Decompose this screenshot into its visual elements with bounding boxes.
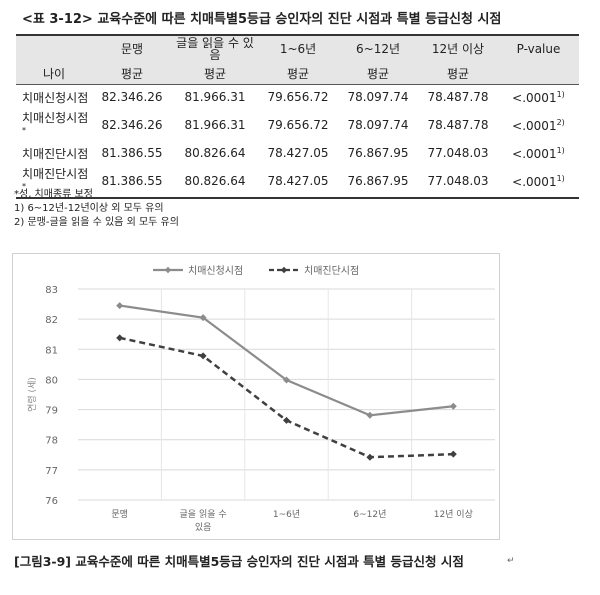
data-point xyxy=(283,416,290,424)
column-header: 12년 이상 xyxy=(418,35,498,62)
table-row: 치매신청시점* 82.346.26 81.966.31 79.656.72 78… xyxy=(16,109,579,141)
column-header: 문맹 xyxy=(92,35,172,62)
legend-label: 치매진단시점 xyxy=(304,265,359,277)
table-cell: 78.427.05 xyxy=(267,146,329,160)
table-cell: 80.826.64 xyxy=(184,146,246,160)
x-tick-label: 1~6년 xyxy=(273,509,300,520)
x-tick-label: 12년 이상 xyxy=(434,509,473,520)
paragraph-mark: ↵ xyxy=(507,556,515,566)
data-point xyxy=(199,352,207,360)
legend-marker xyxy=(164,266,172,274)
sub-header: 평균 xyxy=(92,62,172,85)
column-header: 1~6년 xyxy=(258,35,338,62)
column-header: P-value xyxy=(498,35,579,62)
y-tick-label: 80 xyxy=(45,375,58,386)
row-label: 치매신청시점 xyxy=(22,90,89,105)
table-notes: *성, 치매종류 보정 1) 6~12년-12년이상 외 모두 유의 2) 문맹… xyxy=(14,188,179,230)
table-cell: 78.097.74 xyxy=(347,118,409,132)
table-note: 2) 문맹-글을 읽을 수 있음 외 모두 유의 xyxy=(14,217,179,228)
sub-header: 평균 xyxy=(172,62,258,85)
y-tick-label: 83 xyxy=(45,285,58,296)
table-cell: 77.048.03 xyxy=(427,174,489,188)
row-header-label: 나이 xyxy=(16,62,92,85)
series-line xyxy=(119,304,454,417)
p-value-cell: <.00012) xyxy=(512,117,565,133)
legend-label: 치매신청시점 xyxy=(188,265,243,277)
row-label: 치매신청시점* xyxy=(22,111,89,135)
table-note: 1) 6~12년-12년이상 외 모두 유의 xyxy=(14,203,164,214)
table-cell: 82.346.26 xyxy=(101,90,163,104)
table-cell: 81.386.55 xyxy=(101,146,163,160)
table-cell: 77.048.03 xyxy=(427,146,489,160)
line-chart: 76 77 78 79 80 81 82 83 문맹 글을 읽을 수 있음 1~6년 6~12년 12년 … xyxy=(12,253,500,540)
table-cell: 82.346.26 xyxy=(101,118,163,132)
sub-header: 평균 xyxy=(338,62,418,85)
row-label: 치매진단시점* xyxy=(22,167,89,191)
table-cell: 78.487.78 xyxy=(427,90,489,104)
table-title: <표 3-12> 교육수준에 따른 치매특별5등급 승인자의 진단 시점과 특별… xyxy=(22,12,502,27)
chart-svg: 76 77 78 79 80 81 82 83 문맹 글을 읽을 수 있음 1~6년 6~12년 12년 … xyxy=(26,265,495,533)
sub-header: 평균 xyxy=(258,62,338,85)
data-point xyxy=(283,376,290,384)
table-cell: 80.826.64 xyxy=(184,174,246,188)
figure-caption: [그림3-9] 교육수준에 따른 치매특별5등급 승인자의 진단 시점과 특별 … xyxy=(14,554,464,569)
table-cell: 81.966.31 xyxy=(184,90,246,104)
y-axis-label: 연령 (세) xyxy=(26,377,38,412)
p-value-cell: <.00011) xyxy=(512,145,565,161)
table-row: 치매진단시점* 81.386.55 80.826.64 78.427.05 76… xyxy=(16,165,579,198)
y-tick-label: 76 xyxy=(45,496,58,507)
table-cell: 76.867.95 xyxy=(347,174,409,188)
column-header: 6~12년 xyxy=(338,35,418,62)
x-tick-label: 6~12년 xyxy=(353,509,386,520)
p-value-cell: <.00011) xyxy=(512,89,565,105)
x-tick-label: 글을 읽을 수 있음 xyxy=(180,509,227,533)
y-tick-label: 81 xyxy=(45,345,58,356)
data-point xyxy=(366,453,374,461)
table-row: 치매신청시점 82.346.26 81.966.31 79.656.72 78.… xyxy=(16,85,579,110)
table-cell: 78.097.74 xyxy=(347,90,409,104)
table-cell: 79.656.72 xyxy=(267,118,329,132)
table-cell: 78.487.78 xyxy=(427,118,489,132)
table-subheader-row: 나이 평균 평균 평균 평균 평균 xyxy=(16,62,579,85)
data-point xyxy=(366,411,374,419)
y-tick-label: 77 xyxy=(45,466,58,477)
table-cell: 79.656.72 xyxy=(267,90,329,104)
table-header-row: 문맹 글을 읽을 수 있음 1~6년 6~12년 12년 이상 P-value xyxy=(16,35,579,62)
y-tick-label: 82 xyxy=(45,315,58,326)
legend-marker xyxy=(280,266,288,274)
table-cell: 81.386.55 xyxy=(101,174,163,188)
data-point xyxy=(199,314,207,322)
row-label: 치매진단시점 xyxy=(22,146,89,161)
sub-header: 평균 xyxy=(418,62,498,85)
table-note: *성, 치매종류 보정 xyxy=(14,189,93,200)
table-cell: 81.966.31 xyxy=(184,118,246,132)
column-header: 글을 읽을 수 있음 xyxy=(172,35,258,62)
data-point xyxy=(116,302,124,310)
data-point xyxy=(449,450,457,458)
data-point xyxy=(449,402,457,410)
table-cell: 78.427.05 xyxy=(267,174,329,188)
data-table: 문맹 글을 읽을 수 있음 1~6년 6~12년 12년 이상 P-value … xyxy=(16,34,579,199)
p-value-cell: <.00011) xyxy=(512,173,565,189)
table-cell: 76.867.95 xyxy=(347,146,409,160)
x-tick-label: 문맹 xyxy=(111,509,128,520)
data-point xyxy=(116,334,124,342)
y-tick-label: 79 xyxy=(45,406,58,417)
table-row: 치매진단시점 81.386.55 80.826.64 78.427.05 76.… xyxy=(16,141,579,165)
y-tick-label: 78 xyxy=(45,436,58,447)
